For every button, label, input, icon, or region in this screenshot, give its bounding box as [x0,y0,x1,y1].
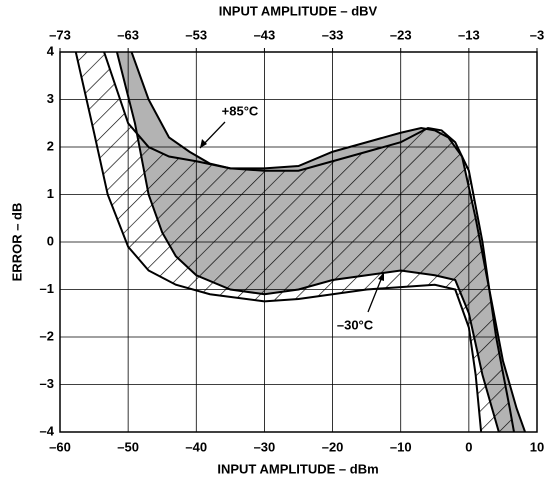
annotation: –30°C [337,317,374,332]
y-tick-label: –4 [40,423,55,438]
x2-tick-label: –63 [117,27,139,42]
x2-tick-label: –13 [458,27,480,42]
y-tick-label: 1 [47,186,54,201]
axes: –60 –50 –40 –30 –20 –10 0 10–73 –63 –53 –43 –33 –23–… [40,27,545,454]
y-tick-label: 4 [47,43,55,58]
bands [74,52,527,432]
x2-axis-title: INPUT AMPLITUDE – dBV [219,3,378,18]
x2-tick-label: –33 [322,27,344,42]
arrow-head [200,139,207,148]
y-tick-label: 3 [47,91,54,106]
plot-frame [59,51,538,433]
x2-tick-label: –73 [49,27,71,42]
x-tick-label: –20 [322,439,344,454]
x-tick-label: –40 [185,439,207,454]
x-tick-label: 0 [465,439,472,454]
y-tick-label: –1 [40,281,54,296]
y-tick-label: 0 [47,233,54,248]
arrow-head [378,272,384,281]
x2-tick-label: –43 [254,27,276,42]
x-axis-title: INPUT AMPLITUDE – dBm [217,461,378,476]
annotation: +85°C [222,103,259,118]
x-tick-label: –50 [117,439,139,454]
y-tick-label: –3 [40,376,54,391]
x2-tick-label: –3 [530,27,544,42]
y-tick-label: –2 [40,328,54,343]
x2-tick-label: –53 [185,27,207,42]
x-tick-label: –10 [390,439,412,454]
x-tick-label: –60 [49,439,71,454]
x-tick-label: –30 [254,439,276,454]
y-axis-title: ERROR – dB [9,203,24,282]
x2-tick-label: –23 [390,27,412,42]
y-tick-label: 2 [47,138,54,153]
band-edge [74,52,483,432]
x-tick-label: 10 [530,439,544,454]
